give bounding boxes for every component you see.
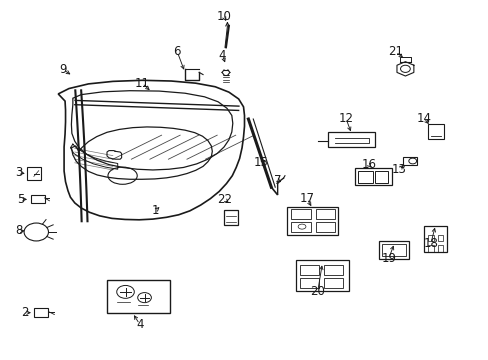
- Text: 5: 5: [18, 193, 25, 206]
- Bar: [324, 278, 342, 288]
- Bar: [324, 265, 342, 275]
- Text: 12: 12: [338, 112, 353, 125]
- Text: 7: 7: [273, 174, 281, 186]
- Bar: [300, 278, 318, 288]
- Bar: [291, 209, 310, 219]
- Text: 20: 20: [309, 285, 325, 298]
- Text: 3: 3: [16, 166, 23, 179]
- Bar: [374, 171, 387, 183]
- Bar: [223, 210, 238, 225]
- Text: 18: 18: [423, 237, 437, 250]
- Text: 10: 10: [216, 10, 231, 23]
- Text: 21: 21: [387, 45, 402, 58]
- Text: 17: 17: [299, 192, 314, 205]
- Bar: [291, 222, 310, 231]
- Bar: [437, 245, 443, 252]
- Bar: [287, 207, 337, 234]
- Text: 11: 11: [134, 77, 149, 90]
- Text: 19: 19: [381, 252, 395, 265]
- Bar: [427, 125, 443, 139]
- Text: 13: 13: [391, 163, 406, 176]
- Bar: [378, 241, 408, 259]
- Text: 15: 15: [254, 156, 268, 169]
- Bar: [402, 157, 416, 165]
- Text: 4: 4: [136, 318, 143, 331]
- Bar: [437, 234, 443, 241]
- Text: 2: 2: [21, 306, 29, 319]
- Bar: [427, 245, 433, 252]
- Text: 6: 6: [173, 45, 181, 58]
- Bar: [328, 132, 374, 147]
- Bar: [381, 244, 406, 256]
- Text: 16: 16: [361, 158, 376, 171]
- Bar: [107, 280, 170, 313]
- Bar: [26, 167, 41, 180]
- Text: 1: 1: [152, 204, 159, 217]
- Bar: [357, 171, 372, 183]
- Text: 14: 14: [416, 112, 430, 125]
- Bar: [423, 226, 447, 252]
- Bar: [354, 168, 391, 185]
- Bar: [427, 234, 433, 241]
- Bar: [34, 309, 48, 317]
- Bar: [315, 222, 334, 231]
- Text: 4: 4: [218, 49, 226, 62]
- Bar: [300, 265, 318, 275]
- Text: 8: 8: [16, 224, 23, 238]
- Text: 22: 22: [217, 193, 232, 206]
- Bar: [31, 195, 44, 203]
- Text: 9: 9: [59, 63, 67, 76]
- Bar: [315, 209, 334, 219]
- Bar: [295, 260, 348, 291]
